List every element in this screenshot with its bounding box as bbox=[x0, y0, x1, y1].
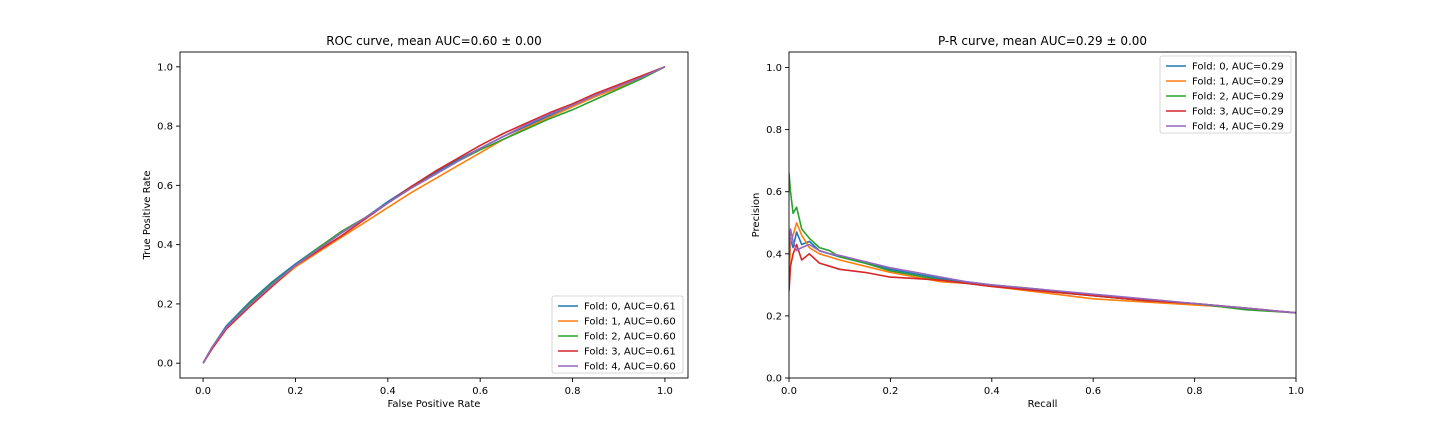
y-tick-label: 0.6 bbox=[766, 187, 782, 198]
x-tick-label: 0.0 bbox=[195, 386, 211, 397]
series-line-fold-3 bbox=[202, 66, 666, 364]
x-tick-label: 0.8 bbox=[565, 386, 581, 397]
y-tick-label: 0.2 bbox=[766, 311, 782, 322]
chart-title: P-R curve, mean AUC=0.29 ± 0.00 bbox=[938, 34, 1147, 48]
legend-label: Fold: 0, AUC=0.29 bbox=[1192, 62, 1284, 73]
y-axis-label: True Positive Rate bbox=[142, 170, 153, 260]
legend-label: Fold: 4, AUC=0.29 bbox=[1192, 122, 1284, 133]
legend-label: Fold: 3, AUC=0.29 bbox=[1192, 107, 1284, 118]
y-tick-label: 0.0 bbox=[157, 359, 173, 370]
y-tick-label: 0.0 bbox=[766, 374, 782, 385]
x-axis-label: Recall bbox=[1028, 399, 1058, 410]
series-line-fold-3 bbox=[789, 243, 1296, 314]
series-line-fold-1 bbox=[789, 222, 1296, 314]
series-group bbox=[789, 173, 1296, 314]
axes-frame bbox=[179, 51, 689, 379]
y-tick-label: 0.2 bbox=[157, 299, 173, 310]
legend-label: Fold: 3, AUC=0.61 bbox=[584, 347, 676, 358]
y-tick-label: 1.0 bbox=[766, 63, 782, 74]
x-tick-label: 0.2 bbox=[288, 386, 304, 397]
legend-box bbox=[1159, 55, 1292, 134]
chart-title: ROC curve, mean AUC=0.60 ± 0.00 bbox=[326, 34, 542, 48]
x-tick-label: 1.0 bbox=[1288, 386, 1304, 397]
x-tick-label: 0.2 bbox=[882, 386, 898, 397]
legend: Fold: 0, AUC=0.61 Fold: 1, AUC=0.60 Fold: … bbox=[551, 295, 684, 374]
legend-label: Fold: 2, AUC=0.60 bbox=[584, 332, 676, 343]
legend-label: Fold: 4, AUC=0.60 bbox=[584, 362, 676, 373]
x-tick-label: 0.6 bbox=[1085, 386, 1101, 397]
legend-label: Fold: 1, AUC=0.29 bbox=[1192, 77, 1284, 88]
chart-panel-0: ROC curve, mean AUC=0.60 ± 0.00 0.0 0.2 0.4… bbox=[142, 34, 689, 410]
legend-label: Fold: 1, AUC=0.60 bbox=[584, 317, 676, 328]
axes-frame bbox=[788, 51, 1297, 379]
legend-label: Fold: 0, AUC=0.61 bbox=[584, 302, 676, 313]
legend-box bbox=[551, 295, 684, 374]
y-tick-label: 0.8 bbox=[157, 122, 173, 133]
x-axis-label: False Positive Rate bbox=[388, 399, 481, 410]
legend-label: Fold: 2, AUC=0.29 bbox=[1192, 92, 1284, 103]
y-axis-label: Precision bbox=[751, 193, 762, 238]
series-group bbox=[202, 66, 666, 364]
y-tick-label: 0.6 bbox=[157, 181, 173, 192]
x-tick-label: 0.8 bbox=[1187, 386, 1203, 397]
chart-panel-1: P-R curve, mean AUC=0.29 ± 0.00 0.0 0.2 0.4… bbox=[751, 34, 1304, 410]
y-tick-label: 0.4 bbox=[766, 249, 782, 260]
y-tick-label: 1.0 bbox=[157, 62, 173, 73]
x-tick-label: 1.0 bbox=[657, 386, 673, 397]
y-tick-label: 0.4 bbox=[157, 240, 173, 251]
x-tick-label: 0.6 bbox=[472, 386, 488, 397]
x-tick-label: 0.0 bbox=[781, 386, 797, 397]
legend: Fold: 0, AUC=0.29 Fold: 1, AUC=0.29 Fold: … bbox=[1159, 55, 1292, 134]
x-tick-label: 0.4 bbox=[984, 386, 1000, 397]
y-tick-label: 0.8 bbox=[766, 125, 782, 136]
series-line-fold-4 bbox=[789, 228, 1296, 314]
x-tick-label: 0.4 bbox=[380, 386, 396, 397]
series-line-fold-4 bbox=[202, 66, 666, 364]
